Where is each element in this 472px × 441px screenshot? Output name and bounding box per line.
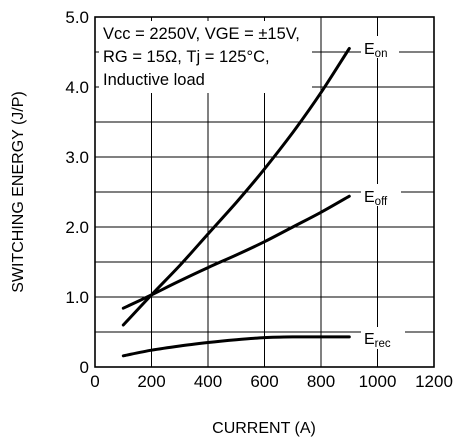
y-tick-label: 0 [80, 358, 89, 377]
annotation-line-1: Vcc = 2250V, VGE = ±15V, [103, 25, 300, 43]
x-tick-label: 1200 [415, 372, 453, 391]
x-tick-label: 1000 [359, 372, 397, 391]
series-line-eon [121, 47, 351, 327]
x-tick-label: 800 [307, 372, 335, 391]
eon-label-background [361, 36, 399, 58]
y-axis-title: SWITCHING ENERGY (J/P) [10, 91, 27, 293]
x-tick-label: 600 [250, 372, 278, 391]
curves [121, 47, 351, 358]
series-line-erec [121, 335, 351, 358]
tick-labels: 0 200 400 600 800 1000 1200 0 1.0 2.0 3.0 4.0 5.0 [65, 8, 453, 391]
x-tick-label: 200 [137, 372, 165, 391]
x-tick-label: 0 [90, 372, 99, 391]
eoff-label-background [361, 184, 401, 206]
y-tick-label: 5.0 [65, 8, 89, 27]
y-tick-label: 3.0 [65, 148, 89, 167]
annotation-background [99, 21, 312, 93]
series-line-eoff [121, 194, 351, 310]
y-tick-label: 4.0 [65, 78, 89, 97]
annotation-background-gap [229, 72, 265, 93]
erec-label-background [361, 327, 405, 349]
x-axis-title: CURRENT (A) [212, 420, 316, 437]
y-tick-label: 2.0 [65, 218, 89, 237]
series-label-eoff: Eoff [364, 189, 388, 208]
annotation-line-3: Inductive load [103, 71, 205, 89]
x-tick-label: 400 [194, 372, 222, 391]
plot-frame [94, 16, 435, 368]
y-tick-label: 1.0 [65, 288, 89, 307]
annotation-line-2: RG = 15Ω, Tj = 125°C, [103, 48, 270, 66]
series-label-eon: Eon [364, 41, 387, 60]
series-label-erec: Erec [364, 331, 391, 350]
